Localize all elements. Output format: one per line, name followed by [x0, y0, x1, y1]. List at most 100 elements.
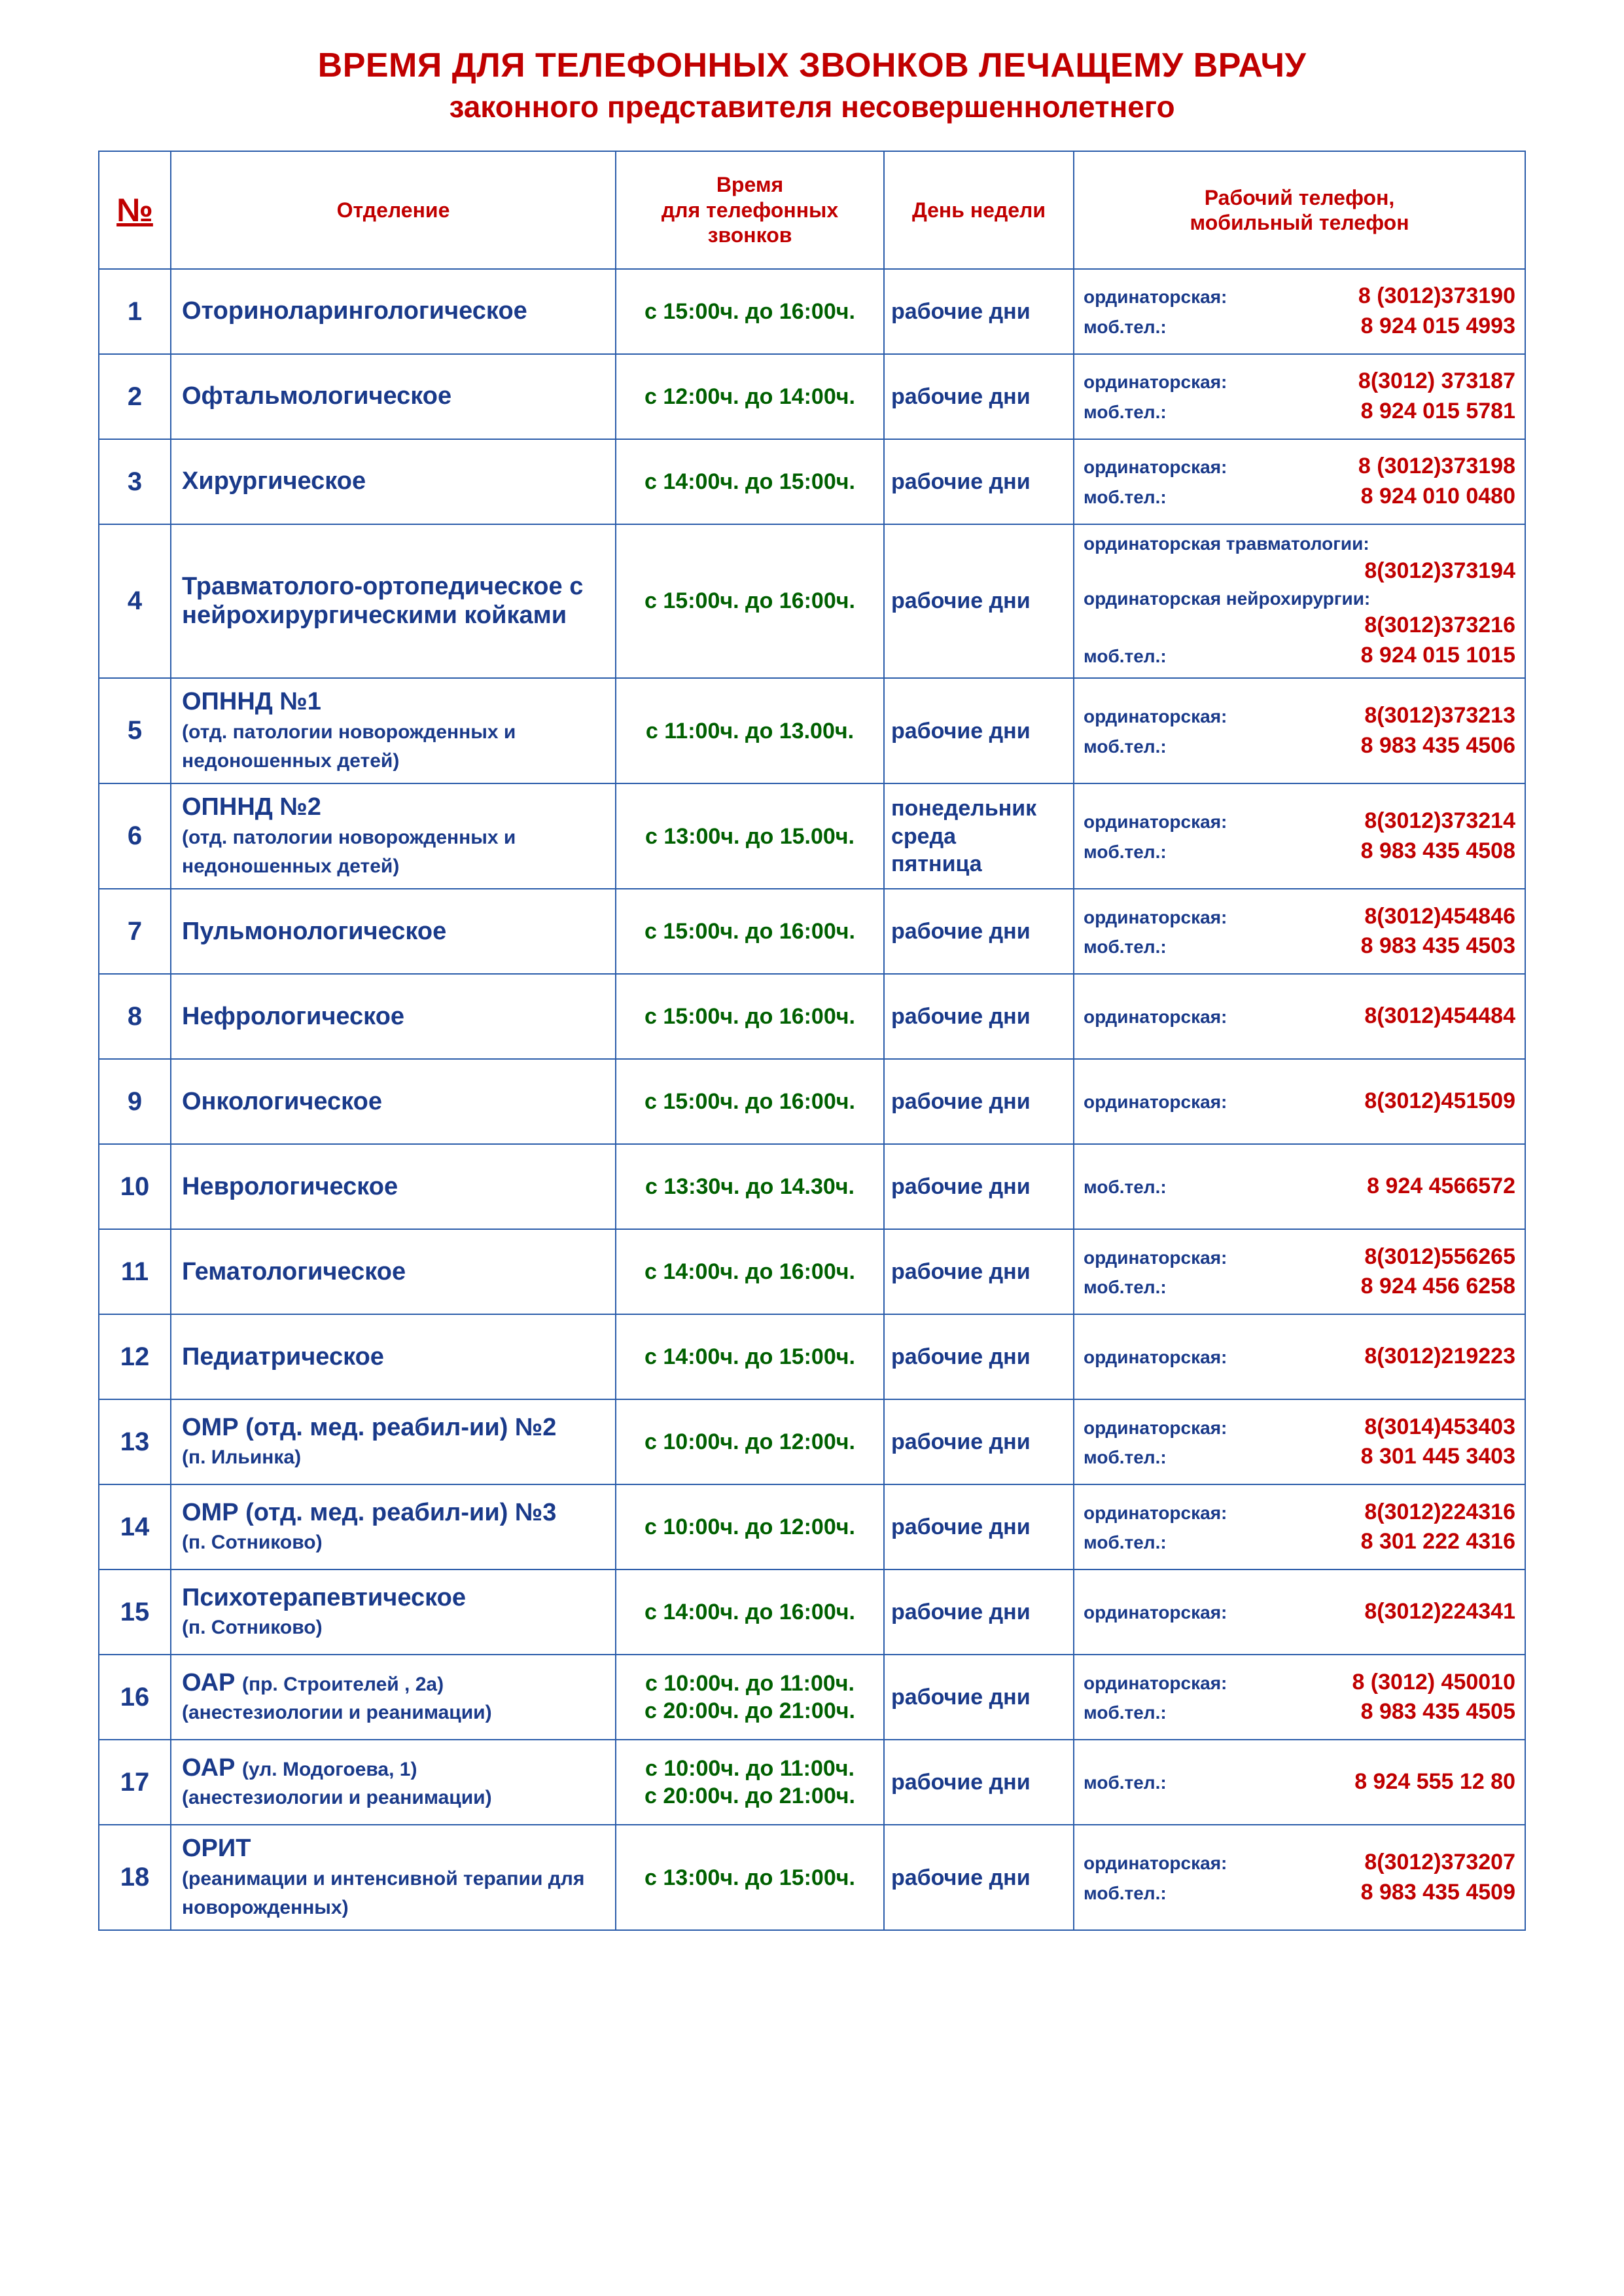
department-cell: Оториноларингологическое [171, 269, 616, 354]
table-row: 12Педиатрическоес 14:00ч. до 15:00ч.рабо… [99, 1314, 1525, 1399]
phone-entry: моб.тел.:8 924 015 1015 [1084, 641, 1515, 671]
phone-label: моб.тел.: [1084, 1275, 1167, 1300]
phone-label: моб.тел.: [1084, 840, 1167, 865]
phone-label: ординаторская: [1084, 1600, 1227, 1625]
call-time: с 15:00ч. до 16:00ч. [644, 1089, 855, 1114]
page: ВРЕМЯ ДЛЯ ТЕЛЕФОННЫХ ЗВОНКОВ ЛЕЧАЩЕМУ ВР… [0, 0, 1624, 1983]
department-note: (реанимации и интенсивной терапии для но… [182, 1868, 584, 1918]
header-day: День недели [884, 151, 1074, 269]
phone-label: моб.тел.: [1084, 1881, 1167, 1906]
phone-number: 8 983 435 4506 [1361, 731, 1515, 761]
phone-label: ординаторская: [1084, 905, 1227, 930]
call-time-cell: с 14:00ч. до 15:00ч. [616, 439, 884, 524]
table-row: 6ОПННД №2(отд. патологии новорожденных и… [99, 783, 1525, 889]
department-note: (отд. патологии новорожденных и недоноше… [182, 827, 516, 877]
weekday: рабочие дни [891, 1089, 1031, 1114]
call-time: с 13:00ч. до 15:00ч. [644, 1865, 855, 1890]
weekday: понедельник [891, 796, 1036, 821]
department-cell: Педиатрическое [171, 1314, 616, 1399]
call-time: с 10:00ч. до 11:00ч. [645, 1671, 855, 1696]
header-num: № [99, 151, 171, 269]
department-cell: Офтальмологическое [171, 354, 616, 439]
phone-label: моб.тел.: [1084, 315, 1167, 340]
phone-entry: ординаторская:8(3014)453403 [1084, 1412, 1515, 1443]
call-time: с 14:00ч. до 16:00ч. [644, 1600, 855, 1624]
phone-entry: ординаторская:8(3012)373207 [1084, 1848, 1515, 1878]
call-time: с 10:00ч. до 12:00ч. [644, 1429, 855, 1454]
phone-number: 8 983 435 4503 [1361, 931, 1515, 961]
phone-entry: ординаторская:8(3012)219223 [1084, 1342, 1515, 1372]
phone-number: 8(3012) 373187 [1358, 367, 1515, 397]
phone-number: 8 924 010 0480 [1361, 482, 1515, 512]
phone-label: ординаторская: [1084, 1501, 1227, 1526]
title-line1: ВРЕМЯ ДЛЯ ТЕЛЕФОННЫХ ЗВОНКОВ ЛЕЧАЩЕМУ ВР… [98, 46, 1526, 85]
phone-note: ординаторская травматологии: [1084, 531, 1515, 556]
row-number: 7 [99, 889, 171, 974]
department-cell: ОАР (ул. Модогоева, 1)(анестезиологии и … [171, 1740, 616, 1825]
phone-entry: моб.тел.:8 983 435 4509 [1084, 1878, 1515, 1908]
weekday: рабочие дни [891, 919, 1031, 944]
phone-entry: ординаторская:8(3012)224341 [1084, 1597, 1515, 1627]
call-time: с 20:00ч. до 21:00ч. [644, 1784, 855, 1808]
table-row: 5ОПННД №1(отд. патологии новорожденных и… [99, 678, 1525, 783]
phone-entry: ординаторская:8 (3012)373198 [1084, 452, 1515, 482]
department-cell: ОАР (пр. Строителей , 2а)(анестезиологии… [171, 1655, 616, 1740]
phone-label: ординаторская: [1084, 285, 1227, 310]
call-time: с 13:00ч. до 15.00ч. [645, 824, 855, 849]
department-name: Пульмонологическое [182, 918, 446, 945]
table-row: 9Онкологическоес 15:00ч. до 16:00ч.рабоч… [99, 1059, 1525, 1144]
phone-cell: моб.тел.:8 924 555 12 80 [1074, 1740, 1525, 1825]
department-cell: Онкологическое [171, 1059, 616, 1144]
phone-entry: моб.тел.:8 924 555 12 80 [1084, 1767, 1515, 1797]
call-time-cell: с 14:00ч. до 16:00ч. [616, 1229, 884, 1314]
weekday: рабочие дни [891, 1770, 1031, 1795]
phone-cell: ординаторская:8(3012)454484 [1074, 974, 1525, 1059]
phone-number: 8 (3012)373190 [1358, 281, 1515, 312]
phone-entry: ординаторская:8 (3012) 450010 [1084, 1668, 1515, 1698]
weekday-cell: рабочие дни [884, 1484, 1074, 1570]
call-time-cell: с 13:30ч. до 14.30ч. [616, 1144, 884, 1229]
call-time-cell: с 12:00ч. до 14:00ч. [616, 354, 884, 439]
call-time: с 15:00ч. до 16:00ч. [644, 299, 855, 324]
table-row: 14ОМР (отд. мед. реабил-ии) №3(п. Сотник… [99, 1484, 1525, 1570]
phone-cell: ординаторская:8(3012)451509 [1074, 1059, 1525, 1144]
phone-label: ординаторская: [1084, 1246, 1227, 1270]
weekday-cell: рабочие дни [884, 1570, 1074, 1655]
department-cell: ОПННД №1(отд. патологии новорожденных и … [171, 678, 616, 783]
call-time-cell: с 15:00ч. до 16:00ч. [616, 974, 884, 1059]
department-name: Хирургическое [182, 467, 366, 495]
department-cell: Пульмонологическое [171, 889, 616, 974]
header-phone-l2: мобильный телефон [1190, 211, 1409, 234]
call-time-cell: с 15:00ч. до 16:00ч. [616, 1059, 884, 1144]
weekday: рабочие дни [891, 1429, 1031, 1454]
department-name: Психотерапевтическое [182, 1584, 466, 1611]
department-name: Педиатрическое [182, 1343, 384, 1371]
call-time: с 11:00ч. до 13.00ч. [646, 719, 854, 744]
call-time-cell: с 14:00ч. до 15:00ч. [616, 1314, 884, 1399]
phone-label: ординаторская: [1084, 370, 1227, 395]
phone-number: 8(3012)373194 [1084, 556, 1515, 586]
phone-entry: ординаторская:8(3012)556265 [1084, 1242, 1515, 1272]
table-row: 1Оториноларингологическоес 15:00ч. до 16… [99, 269, 1525, 354]
phone-label: моб.тел.: [1084, 485, 1167, 510]
phone-number: 8 924 4566572 [1367, 1172, 1515, 1202]
header-dept: Отделение [171, 151, 616, 269]
phone-number: 8(3012)454846 [1364, 902, 1515, 932]
schedule-table: № Отделение Время для телефонных звонков… [98, 151, 1526, 1931]
weekday-cell: понедельниксредапятница [884, 783, 1074, 889]
phone-number: 8(3012)373213 [1364, 701, 1515, 731]
phone-number: 8(3012)373216 [1084, 611, 1515, 641]
phone-entry: ординаторская:8(3012)224316 [1084, 1498, 1515, 1528]
call-time: с 12:00ч. до 14:00ч. [644, 384, 855, 409]
phone-label: ординаторская: [1084, 455, 1227, 480]
call-time-cell: с 10:00ч. до 12:00ч. [616, 1484, 884, 1570]
phone-entry: моб.тел.: 8 924 010 0480 [1084, 482, 1515, 512]
phone-entry: ординаторская: 8(3012)454846 [1084, 902, 1515, 932]
weekday: рабочие дни [891, 299, 1031, 324]
department-name: Травматолого-ортопедическое с нейрохирур… [182, 573, 583, 629]
weekday-cell: рабочие дни [884, 439, 1074, 524]
department-note: (отд. патологии новорожденных и недоноше… [182, 721, 516, 772]
phone-number: 8(3012)451509 [1364, 1086, 1515, 1117]
department-note: (п. Сотниково) [182, 1617, 323, 1638]
table-row: 11Гематологическоес 14:00ч. до 16:00ч.ра… [99, 1229, 1525, 1314]
